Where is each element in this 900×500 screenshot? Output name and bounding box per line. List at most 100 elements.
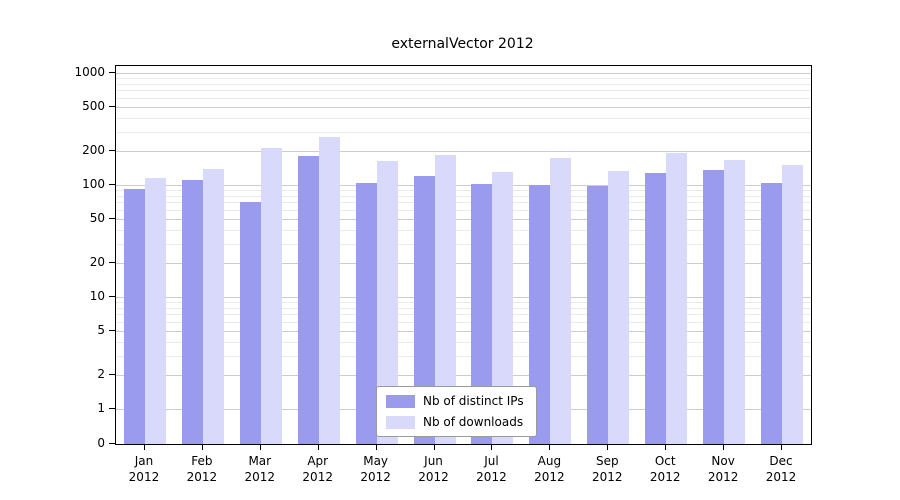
- x-tick-mark: [549, 444, 551, 450]
- gridline-major: [116, 375, 811, 377]
- bar-nb-of-distinct-ips-nov-2012: [703, 170, 725, 444]
- gridline-minor: [116, 302, 811, 304]
- gridline-minor: [116, 243, 811, 245]
- x-tick-mark: [607, 444, 609, 450]
- bar-nb-of-distinct-ips-jun-2012: [413, 176, 435, 444]
- y-tick-mark: [109, 443, 115, 444]
- y-tick-mark: [109, 374, 115, 376]
- x-tick-label-jun-2012: Jun 2012: [418, 454, 449, 484]
- y-tick-label: 0: [97, 436, 105, 450]
- gridline-minor: [116, 355, 811, 357]
- gridline-minor: [116, 78, 811, 80]
- y-tick-label: 2: [97, 367, 105, 382]
- y-tick-label: 1000: [74, 65, 105, 79]
- y-tick-mark: [109, 184, 115, 185]
- legend-label-downloads: Nb of downloads: [423, 415, 524, 429]
- y-tick-mark: [109, 408, 115, 409]
- y-tick-mark: [109, 105, 115, 107]
- x-tick-label-dec-2012: Dec 2012: [765, 454, 797, 484]
- legend-item-downloads: Nb of downloads: [386, 415, 524, 429]
- gridline-major: [116, 73, 811, 74]
- gridline-major: [116, 297, 811, 298]
- y-tick-label: 500: [82, 98, 105, 113]
- x-tick-label-sep-2012: Sep 2012: [592, 454, 623, 484]
- gridline-minor: [116, 229, 811, 231]
- x-tick-mark: [317, 444, 319, 450]
- bar-nb-of-distinct-ips-feb-2012: [181, 180, 203, 444]
- x-tick-mark: [375, 444, 377, 450]
- y-tick-mark: [109, 262, 115, 264]
- x-tick-mark: [665, 444, 667, 450]
- bar-nb-of-downloads-jul-2012: [492, 172, 514, 444]
- legend-item-distinct-ips: Nb of distinct IPs: [386, 394, 524, 408]
- x-tick-mark: [259, 444, 261, 450]
- bar-nb-of-distinct-ips-sep-2012: [587, 185, 609, 444]
- gridline-minor: [116, 321, 811, 323]
- bar-nb-of-distinct-ips-may-2012: [355, 182, 377, 444]
- y-tick-label: 50: [89, 210, 105, 225]
- chart-title: externalVector 2012: [391, 36, 534, 52]
- bar-nb-of-downloads-oct-2012: [666, 153, 688, 444]
- bar-nb-of-distinct-ips-oct-2012: [645, 172, 667, 444]
- gridline-minor: [116, 131, 811, 133]
- gridline-major: [116, 106, 811, 108]
- y-tick-label: 20: [89, 255, 105, 270]
- legend-swatch-downloads: [386, 415, 415, 429]
- x-tick-mark: [201, 444, 203, 450]
- x-tick-label-nov-2012: Nov 2012: [707, 454, 739, 484]
- bar-nb-of-downloads-nov-2012: [724, 159, 746, 444]
- x-tick-label-jan-2012: Jan 2012: [128, 454, 160, 484]
- bar-nb-of-distinct-ips-dec-2012: [761, 183, 783, 444]
- bar-nb-of-downloads-dec-2012: [782, 165, 804, 444]
- gridline-major: [116, 330, 811, 332]
- y-tick-mark: [109, 217, 115, 219]
- bar-nb-of-distinct-ips-jan-2012: [123, 188, 145, 444]
- gridline-minor: [116, 314, 811, 316]
- gridline-minor: [116, 117, 811, 119]
- gridline-minor: [116, 90, 811, 92]
- x-tick-mark: [433, 444, 435, 450]
- gridline-major: [116, 218, 811, 220]
- gridline-major: [116, 185, 811, 186]
- x-tick-label-jul-2012: Jul 2012: [476, 454, 507, 484]
- x-tick-label-mar-2012: Mar 2012: [244, 454, 276, 484]
- y-tick-label: 1: [97, 401, 105, 415]
- bar-nb-of-downloads-sep-2012: [608, 171, 630, 444]
- y-tick-mark: [109, 72, 115, 73]
- x-tick-mark: [781, 444, 783, 450]
- bar-nb-of-downloads-aug-2012: [550, 157, 572, 444]
- y-tick-mark: [109, 150, 115, 152]
- bar-nb-of-downloads-apr-2012: [318, 136, 340, 444]
- bar-nb-of-downloads-feb-2012: [202, 168, 224, 444]
- gridline-minor: [116, 83, 811, 85]
- y-tick-label: 10: [89, 289, 105, 303]
- gridline-minor: [116, 190, 811, 192]
- bar-nb-of-distinct-ips-apr-2012: [297, 156, 319, 444]
- x-tick-mark: [491, 444, 493, 450]
- gridline-minor: [116, 202, 811, 204]
- plot-area: [115, 65, 812, 445]
- x-tick-label-may-2012: May 2012: [360, 454, 391, 484]
- bar-nb-of-downloads-mar-2012: [260, 147, 282, 444]
- y-tick-label: 100: [82, 177, 105, 191]
- gridline-minor: [116, 195, 811, 197]
- bar-nb-of-downloads-jan-2012: [144, 178, 166, 444]
- bar-nb-of-distinct-ips-mar-2012: [239, 202, 261, 444]
- gridline-major: [116, 151, 811, 153]
- x-tick-label-apr-2012: Apr 2012: [302, 454, 333, 484]
- y-tick-label: 5: [97, 322, 105, 337]
- gridline-minor: [116, 307, 811, 309]
- x-tick-label-aug-2012: Aug 2012: [534, 454, 565, 484]
- legend: Nb of distinct IPs Nb of downloads: [376, 386, 537, 437]
- y-tick-mark: [109, 296, 115, 297]
- bar-nb-of-distinct-ips-aug-2012: [529, 185, 551, 444]
- bar-nb-of-distinct-ips-jul-2012: [471, 184, 493, 444]
- bar-nb-of-downloads-jun-2012: [434, 155, 456, 444]
- legend-label-distinct-ips: Nb of distinct IPs: [423, 394, 524, 408]
- gridline-minor: [116, 341, 811, 343]
- y-tick-mark: [109, 329, 115, 331]
- bar-nb-of-downloads-may-2012: [376, 160, 398, 444]
- gridline-minor: [116, 97, 811, 99]
- gridline-minor: [116, 209, 811, 211]
